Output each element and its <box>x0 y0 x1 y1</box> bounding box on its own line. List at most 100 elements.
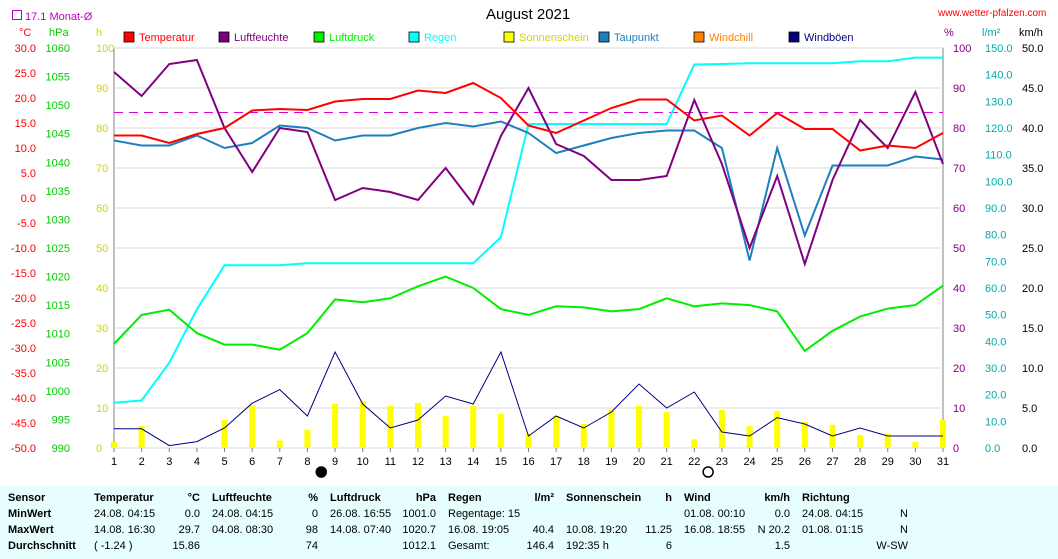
stats-cell-row: 24.08. 04:15 N <box>802 506 908 522</box>
stats-row-label: Durchschnitt <box>8 540 76 552</box>
temp-tick-label: 10.0 <box>15 143 36 155</box>
stats-cell-right: 0.0 <box>774 508 790 520</box>
x-tick-label: 22 <box>688 456 700 468</box>
pressure-tick-label: 1045 <box>46 129 70 141</box>
legend-swatch <box>788 31 800 43</box>
x-tick-label: 6 <box>249 456 255 468</box>
sunshine-bar <box>580 424 587 448</box>
x-tick-label: 23 <box>716 456 728 468</box>
rain-tick-label: 130.0 <box>985 96 1013 108</box>
rain-tick-label: 70.0 <box>985 256 1006 268</box>
rain-tick-label: 60.0 <box>985 283 1006 295</box>
stats-cell-row: 192:35 h 6 <box>566 538 672 554</box>
x-tick-label: 14 <box>467 456 479 468</box>
legend-label: Windchill <box>709 32 753 44</box>
x-tick-label: 18 <box>578 456 590 468</box>
stats-column-header: Luftdruck hPa <box>330 490 436 506</box>
pressure-tick-label: 1060 <box>46 43 70 55</box>
stats-cell-right: 40.4 <box>532 524 554 536</box>
temp-tick-label: 20.0 <box>15 93 36 105</box>
stats-header-unit: h <box>665 492 672 504</box>
pressure-tick-label: 1055 <box>46 72 70 84</box>
rain-tick-label: 40.0 <box>985 336 1006 348</box>
moon-phase-full-icon <box>702 466 714 478</box>
sunshine-bar <box>525 434 532 448</box>
rain-tick-label: 50.0 <box>985 310 1006 322</box>
wind-tick-label: 30.0 <box>1022 203 1043 215</box>
stats-cell-right: 29.7 <box>178 524 200 536</box>
legend-swatch <box>408 31 420 43</box>
series-line-regen <box>113 56 943 404</box>
sun-tick-label: 0 <box>96 443 102 455</box>
sun-tick-label: 70 <box>96 163 108 175</box>
stats-column-sonnenschein: Sonnenschein h 10.08. 19:20 11.25 192:35 h 6 <box>566 490 672 554</box>
pressure-tick-label: 1050 <box>46 100 70 112</box>
rain-tick-label: 90.0 <box>985 203 1006 215</box>
stats-row-label: MinWert <box>8 508 52 520</box>
stats-cell-row: 74 <box>212 538 318 554</box>
humidity-tick-label: 40 <box>953 283 965 295</box>
stats-cell-left: ( -1.24 ) <box>94 540 133 552</box>
stats-cell-left: 16.08. 19:05 <box>448 524 510 536</box>
rain-tick-label: 30.0 <box>985 363 1006 375</box>
stats-cell-right: 11.25 <box>645 524 672 536</box>
sun-tick-label: 50 <box>96 243 108 255</box>
stats-cell-left: 04.08. 08:30 <box>212 524 274 536</box>
stats-cell-left: 16.08. 18:55 <box>684 524 746 536</box>
rain-tick-label: 0.0 <box>985 443 1000 455</box>
stats-cell-right: 15.86 <box>172 540 200 552</box>
x-tick-label: 31 <box>937 456 949 468</box>
stats-cell-left: Regentage: 15 <box>448 508 521 520</box>
x-tick-label: 9 <box>332 456 338 468</box>
x-tick-label: 27 <box>826 456 838 468</box>
rain-tick-label: 150.0 <box>985 43 1013 55</box>
pressure-tick-label: 1030 <box>46 214 70 226</box>
stats-header-label: Regen <box>448 492 482 504</box>
legend-swatch <box>123 31 135 43</box>
x-tick-label: 30 <box>909 456 921 468</box>
legend-swatch <box>503 31 515 43</box>
sunshine-bar <box>636 406 643 448</box>
wind-axis-label: km/h <box>1019 27 1043 39</box>
sun-tick-label: 30 <box>96 323 108 335</box>
legend-label: Windböen <box>804 32 854 44</box>
sunshine-bar <box>663 412 670 448</box>
stats-cell-left: 01.08. 00:10 <box>684 508 746 520</box>
month-average-marker <box>12 10 22 20</box>
sun-tick-label: 80 <box>96 123 108 135</box>
rain-tick-label: 110.0 <box>985 150 1012 162</box>
x-tick-label: 17 <box>550 456 562 468</box>
stats-column-header: Wind km/h <box>684 490 790 506</box>
humidity-tick-label: 80 <box>953 123 965 135</box>
stats-header-unit: km/h <box>764 492 790 504</box>
stats-cell-left: 192:35 h <box>566 540 609 552</box>
stats-cell-left: 24.08. 04:15 <box>802 508 864 520</box>
temp-tick-label: -15.0 <box>11 268 36 280</box>
stats-cell-right: 6 <box>665 540 672 552</box>
wind-tick-label: 15.0 <box>1022 323 1043 335</box>
temp-tick-label: 25.0 <box>15 68 36 80</box>
sunshine-bar <box>691 439 698 448</box>
rain-tick-label: 100.0 <box>985 176 1013 188</box>
stats-cell-row: 26.08. 16:55 1001.0 <box>330 506 436 522</box>
sunshine-bar <box>138 426 145 448</box>
stats-header-label: Richtung <box>802 492 850 504</box>
stats-header-label: Wind <box>684 492 711 504</box>
pressure-tick-label: 1000 <box>46 386 70 398</box>
x-tick-label: 16 <box>522 456 534 468</box>
sunshine-bar <box>221 420 228 448</box>
month-average-label: 17.1 Monat-Ø <box>25 11 93 23</box>
sunshine-bar <box>249 405 256 448</box>
pressure-tick-label: 1010 <box>46 329 70 341</box>
stats-cell-row: 16.08. 18:55 N 20.2 <box>684 522 790 538</box>
stats-cell-left: 26.08. 16:55 <box>330 508 392 520</box>
legend-label: Sonnenschein <box>519 32 589 44</box>
stats-cell-left: 14.08. 16:30 <box>94 524 156 536</box>
pressure-tick-label: 990 <box>52 443 70 455</box>
humidity-tick-label: 50 <box>953 243 965 255</box>
x-tick-label: 1 <box>111 456 117 468</box>
x-tick-label: 2 <box>139 456 145 468</box>
stats-cell-row <box>566 506 672 522</box>
site-link[interactable]: www.wetter-pfalzen.com <box>938 8 1047 19</box>
sunshine-bar <box>940 420 946 448</box>
